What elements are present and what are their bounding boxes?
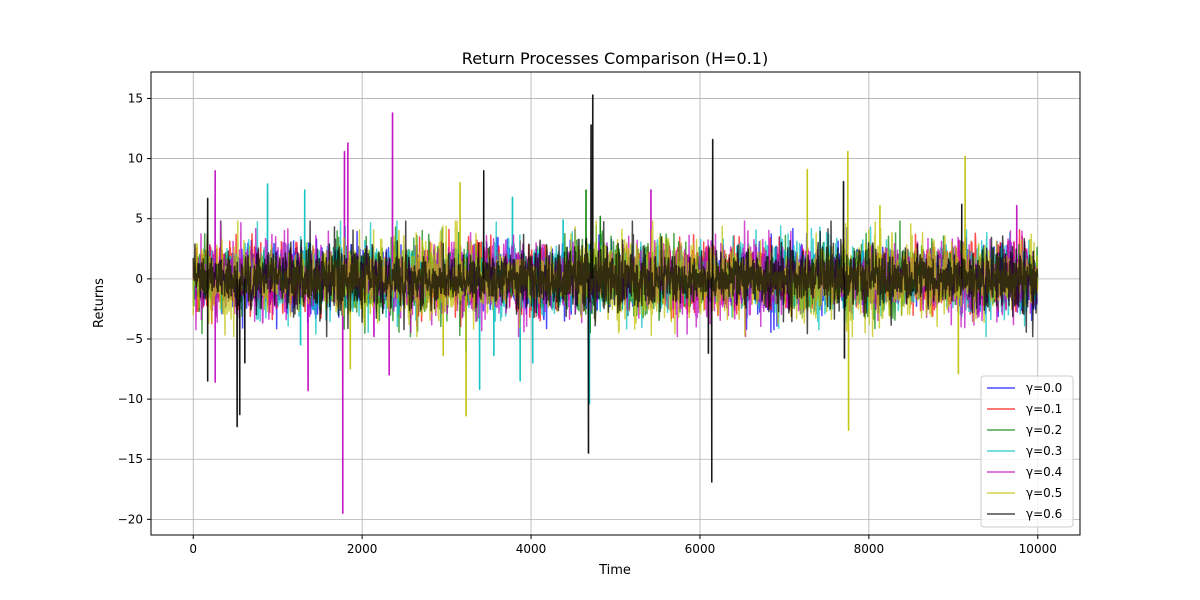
legend-label: γ=0.1 xyxy=(1026,402,1062,416)
y-tick-label: −20 xyxy=(118,512,143,526)
y-axis-ticks: 15 10 5 0 −5 −10 −15 −20 xyxy=(118,91,151,526)
y-tick-label: 15 xyxy=(128,91,143,105)
legend-label: γ=0.2 xyxy=(1026,423,1062,437)
x-axis-label: Time xyxy=(598,563,631,578)
plot-area xyxy=(192,94,1039,515)
y-tick-label: 10 xyxy=(128,152,143,166)
x-tick-label: 4000 xyxy=(516,542,547,556)
x-tick-label: 10000 xyxy=(1019,542,1057,556)
legend: γ=0.0 γ=0.1 γ=0.2 γ=0.3 γ=0.4 γ=0.5 γ=0.6 xyxy=(980,375,1074,528)
x-tick-label: 6000 xyxy=(685,542,716,556)
x-axis-ticks: 0 2000 4000 6000 8000 10000 xyxy=(189,535,1057,556)
legend-label: γ=0.5 xyxy=(1026,486,1062,500)
legend-label: γ=0.4 xyxy=(1026,465,1062,479)
axes-frame xyxy=(150,71,1081,536)
x-tick-label: 8000 xyxy=(854,542,885,556)
y-tick-label: 5 xyxy=(135,212,143,226)
legend-box xyxy=(980,375,1074,528)
legend-label: γ=0.3 xyxy=(1026,444,1062,458)
y-tick-label: −5 xyxy=(125,332,143,346)
y-tick-label: 0 xyxy=(135,272,143,286)
y-axis-label: Returns xyxy=(92,278,107,328)
legend-label: γ=0.0 xyxy=(1026,381,1062,395)
legend-label: γ=0.6 xyxy=(1026,507,1062,521)
y-tick-label: −15 xyxy=(118,452,143,466)
x-tick-label: 2000 xyxy=(347,542,378,556)
y-tick-label: −10 xyxy=(118,392,143,406)
x-tick-label: 0 xyxy=(189,542,197,556)
series-line xyxy=(192,94,1039,483)
chart-title: Return Processes Comparison (H=0.1) xyxy=(462,49,768,68)
